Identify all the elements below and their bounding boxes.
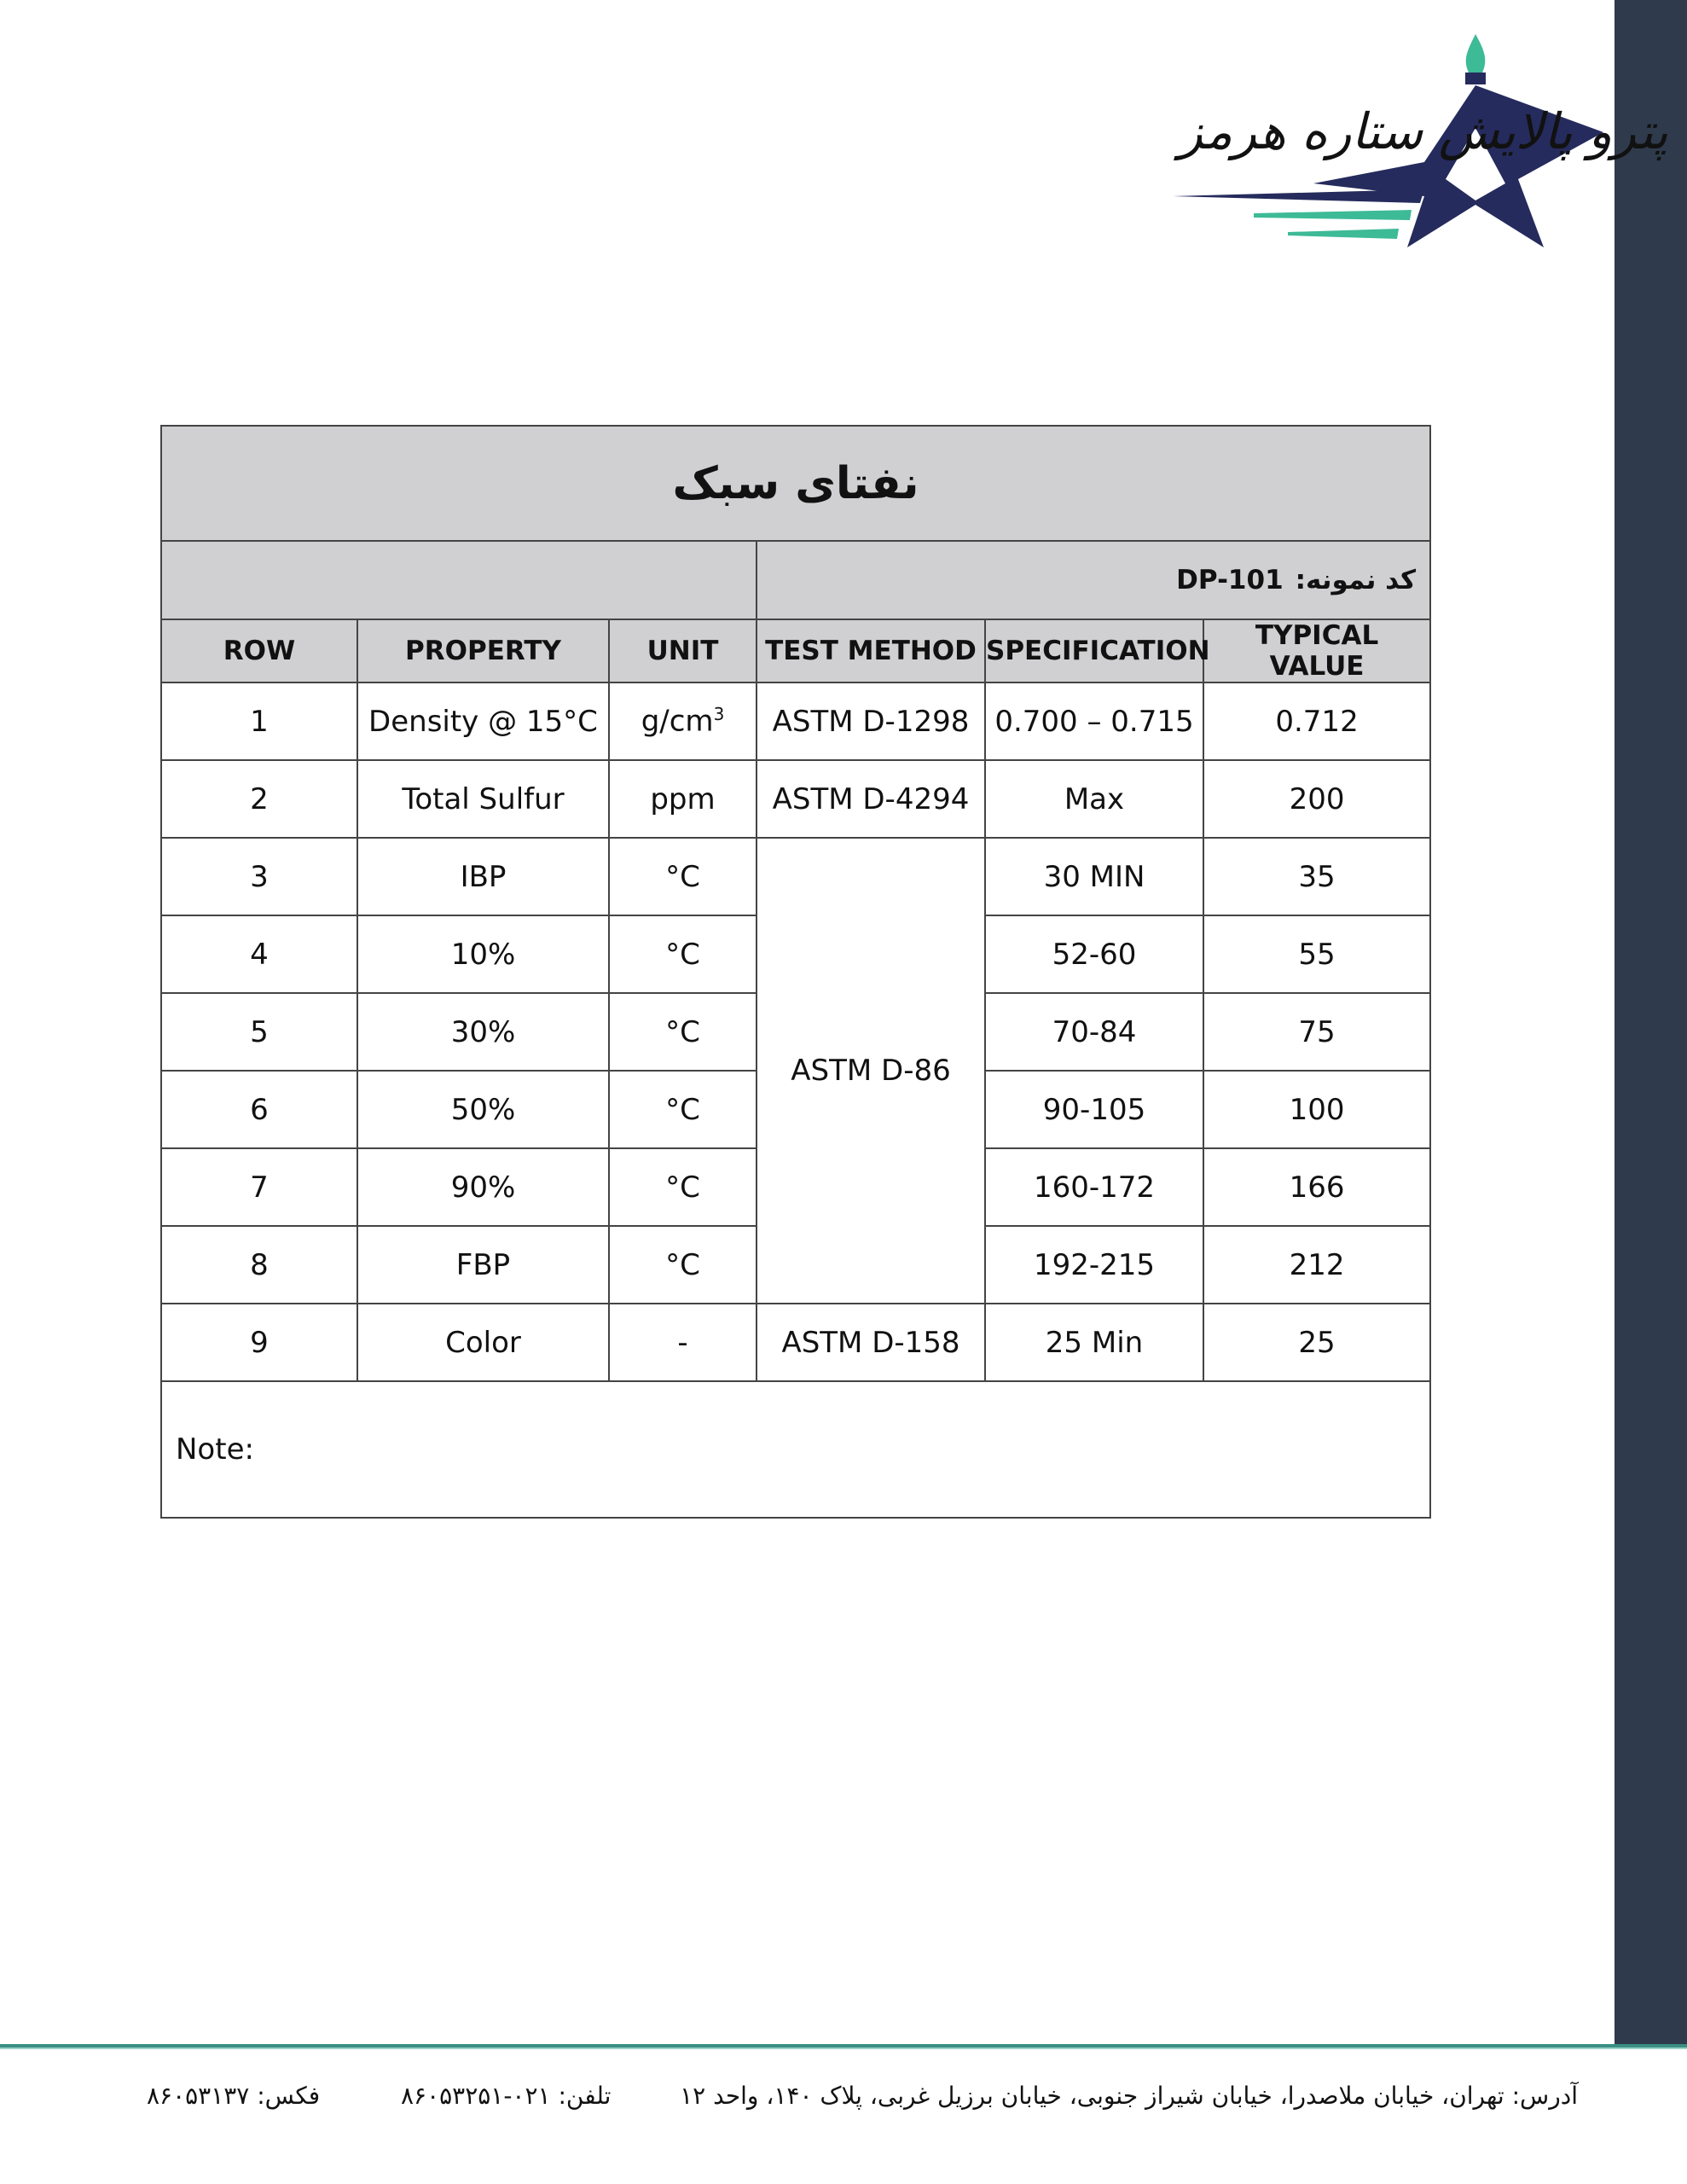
col-unit: UNIT	[608, 619, 757, 683]
company-logo: پترو پالایش ستاره هرمز	[1168, 34, 1668, 256]
cell-typical: 55	[1202, 915, 1432, 994]
sidebar-bar	[1615, 0, 1687, 2048]
cell-typical: 200	[1202, 759, 1432, 839]
cell-row: 9	[160, 1303, 358, 1382]
cell-property: 90%	[357, 1147, 610, 1227]
cell-spec: 90-105	[984, 1070, 1204, 1149]
cell-row: 6	[160, 1070, 358, 1149]
cell-unit: °C	[608, 1070, 757, 1149]
col-typical-value: TYPICAL VALUE	[1202, 619, 1432, 683]
col-specification: SPECIFICATION	[984, 619, 1210, 683]
cell-method: ASTM D-86	[756, 837, 986, 1304]
logo-text: پترو پالایش ستاره هرمز	[1179, 102, 1668, 160]
cell-row: 7	[160, 1147, 358, 1227]
cell-unit: g/cm3	[608, 682, 757, 761]
unit-text: g/cm	[641, 704, 714, 739]
col-property: PROPERTY	[357, 619, 610, 683]
cell-typical: 100	[1202, 1070, 1432, 1149]
cell-unit: ppm	[608, 759, 757, 839]
footer-divider	[0, 2044, 1687, 2049]
table-row: 3 IBP °C ASTM D-86 30 MIN 35	[160, 837, 1432, 1304]
cell-unit: °C	[608, 915, 757, 994]
cell-unit: °C	[608, 1147, 757, 1227]
cell-unit: °C	[608, 992, 757, 1072]
cell-row: 3	[160, 837, 358, 916]
cell-typical: 35	[1202, 837, 1432, 916]
cell-typical: 75	[1202, 992, 1432, 1072]
code-empty-cell	[160, 540, 757, 620]
cell-property: Color	[357, 1303, 610, 1382]
sample-code-value: DP-101	[1176, 565, 1284, 595]
cell-property: IBP	[357, 837, 610, 916]
table-row: 6 50% °C 90-105 100	[160, 1070, 1432, 1149]
table-row: 7 90% °C 160-172 166	[160, 1147, 1432, 1227]
cell-unit: °C	[608, 837, 757, 916]
footer-fax: فکس: ۸۶۰۵۳۱۳۷	[147, 2082, 321, 2110]
cell-row: 4	[160, 915, 358, 994]
cell-unit: °C	[608, 1225, 757, 1304]
footer-address: آدرس: تهران، خیابان ملاصدرا، خیابان شیرا…	[680, 2082, 1578, 2110]
cell-typical: 25	[1202, 1303, 1432, 1382]
cell-typical: 212	[1202, 1225, 1432, 1304]
cell-typical: 0.712	[1202, 682, 1432, 761]
cell-row: 8	[160, 1225, 358, 1304]
cell-unit: -	[608, 1303, 757, 1382]
cell-spec: 160-172	[984, 1147, 1204, 1227]
cell-spec: 25 Min	[984, 1303, 1204, 1382]
cell-property: Density @ 15°C	[357, 682, 610, 761]
cell-spec: 70-84	[984, 992, 1204, 1072]
table-row: 5 30% °C 70-84 75	[160, 992, 1432, 1072]
note-cell: Note:	[159, 1380, 1432, 1519]
table-row: 8 FBP °C 192-215 212	[160, 1225, 1432, 1304]
table-row: 1 Density @ 15°C g/cm3 ASTM D-1298 0.700…	[160, 682, 1432, 761]
footer-phone: تلفن: ۰۲۱-۸۶۰۵۳۲۵۱	[401, 2082, 612, 2110]
cell-spec: 192-215	[984, 1225, 1204, 1304]
table-row: 2 Total Sulfur ppm ASTM D-4294 Max 200	[160, 759, 1432, 839]
cell-property: Total Sulfur	[357, 759, 610, 839]
cell-method: ASTM D-4294	[756, 759, 986, 839]
cell-method: ASTM D-158	[756, 1303, 986, 1382]
cell-property: FBP	[357, 1225, 610, 1304]
cell-row: 5	[160, 992, 358, 1072]
cell-spec: 52-60	[984, 915, 1204, 994]
cell-property: 10%	[357, 915, 610, 994]
cell-property: 50%	[357, 1070, 610, 1149]
sample-code-label: کد نمونه:	[1295, 565, 1417, 595]
sample-code: کد نمونه: DP-101	[755, 540, 1432, 620]
cell-method: ASTM D-1298	[756, 682, 986, 761]
cell-spec: 30 MIN	[984, 837, 1204, 916]
cell-spec: 0.700 – 0.715	[984, 682, 1204, 761]
star-torch-icon	[1173, 34, 1603, 247]
cell-property: 30%	[357, 992, 610, 1072]
cell-typical: 166	[1202, 1147, 1432, 1227]
cell-spec: Max	[984, 759, 1204, 839]
spec-table: نفتای سبک کد نمونه: DP-101 ROW PROPERTY U…	[159, 425, 1432, 1519]
table-row: 4 10% °C 52-60 55	[160, 915, 1432, 994]
unit-superscript: 3	[713, 704, 725, 725]
product-title: نفتای سبک	[159, 425, 1432, 542]
table-row: 9 Color - ASTM D-158 25 Min 25	[160, 1303, 1432, 1382]
cell-row: 2	[160, 759, 358, 839]
col-row: ROW	[160, 619, 358, 683]
cell-row: 1	[160, 682, 358, 761]
col-test-method: TEST METHOD	[756, 619, 986, 683]
